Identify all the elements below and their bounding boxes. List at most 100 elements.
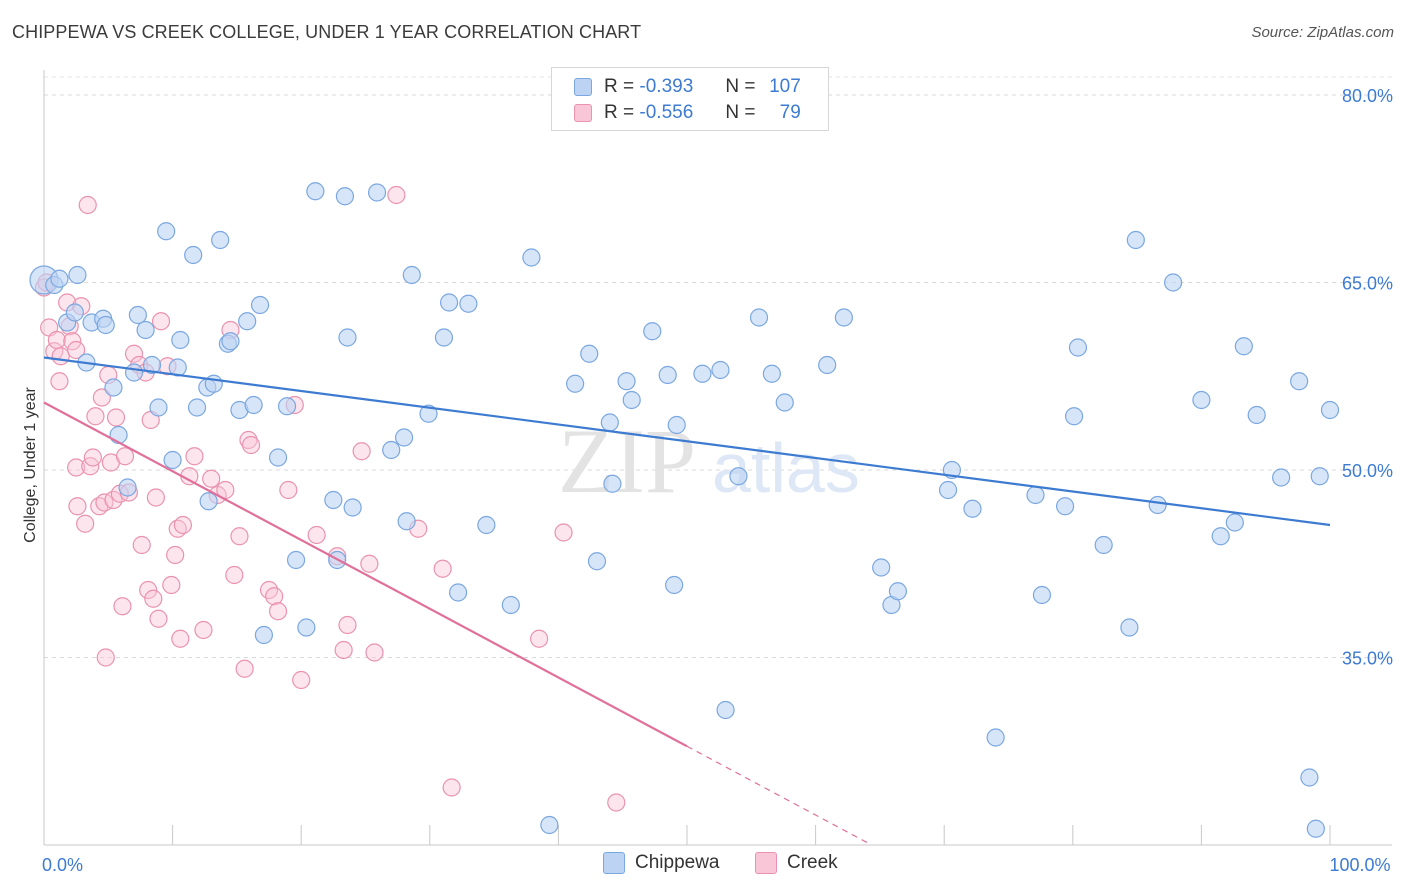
chippewa-point bbox=[693, 364, 712, 383]
y-tick-label: 50.0% bbox=[1342, 461, 1393, 481]
creek-point bbox=[139, 580, 158, 600]
chippewa-point bbox=[335, 187, 355, 206]
chippewa-point bbox=[600, 413, 619, 432]
chippewa-point bbox=[603, 474, 622, 493]
chippewa-point bbox=[211, 230, 230, 250]
chippewa-point bbox=[1068, 338, 1088, 357]
chippewa-point bbox=[1032, 585, 1052, 605]
creek-point bbox=[194, 620, 213, 640]
y-tick-label: 80.0% bbox=[1342, 86, 1393, 106]
chippewa-point bbox=[394, 428, 414, 447]
chippewa-point bbox=[1300, 768, 1319, 787]
creek-point bbox=[365, 643, 384, 662]
creek-point bbox=[173, 515, 192, 535]
chippewa-point bbox=[324, 490, 343, 510]
creek-swatch-icon bbox=[574, 104, 592, 122]
chippewa-point bbox=[402, 265, 421, 285]
chippewa-point bbox=[834, 308, 853, 327]
chippewa-point bbox=[343, 498, 362, 517]
creek-point bbox=[387, 185, 406, 205]
creek-point bbox=[149, 609, 168, 628]
creek-point bbox=[68, 497, 87, 516]
chippewa-swatch-icon bbox=[574, 78, 592, 96]
creek-point bbox=[530, 629, 549, 648]
creek-point bbox=[132, 535, 151, 555]
chippewa-point bbox=[118, 478, 137, 497]
chippewa-point bbox=[1290, 372, 1309, 391]
chippewa-point bbox=[1225, 513, 1244, 532]
creek-point bbox=[113, 597, 132, 616]
chippewa-point bbox=[128, 305, 147, 325]
trend-lines bbox=[43, 356, 1331, 844]
creek-point bbox=[106, 408, 126, 427]
creek-point bbox=[47, 330, 66, 350]
chippewa-legend-icon bbox=[603, 852, 625, 874]
chippewa-point bbox=[419, 404, 438, 423]
chippewa-point bbox=[1094, 535, 1113, 555]
chippewa-point bbox=[199, 492, 218, 511]
chippewa-point bbox=[1120, 618, 1139, 637]
chippewa-point bbox=[439, 293, 459, 312]
chippewa-point bbox=[1126, 230, 1145, 250]
chippewa-point bbox=[711, 360, 730, 380]
chippewa-point bbox=[104, 378, 123, 397]
creek-point bbox=[241, 435, 261, 455]
chippewa-point bbox=[566, 374, 585, 393]
creek-point bbox=[63, 332, 82, 351]
creek-legend-icon bbox=[755, 852, 777, 874]
creek-point bbox=[334, 640, 353, 660]
chippewa-point bbox=[96, 315, 115, 335]
chippewa-point bbox=[338, 328, 357, 347]
chippewa-point bbox=[157, 222, 176, 241]
creek-point bbox=[442, 778, 461, 797]
creek-point bbox=[76, 514, 95, 533]
legend-n-label: N = bbox=[725, 76, 756, 97]
creek-point bbox=[292, 670, 311, 690]
chippewa-point bbox=[872, 558, 891, 577]
bottom-legend-label: Creek bbox=[787, 852, 838, 873]
legend-n-label: N = bbox=[725, 102, 756, 123]
chippewa-point bbox=[1211, 527, 1230, 546]
chippewa-point bbox=[1148, 495, 1167, 515]
creek-point bbox=[279, 480, 298, 500]
chippewa-point bbox=[171, 330, 190, 350]
creek-point bbox=[96, 648, 115, 667]
chippewa-point bbox=[238, 312, 257, 331]
chippewa-point bbox=[250, 295, 270, 315]
creek-point bbox=[225, 565, 244, 585]
creek-point bbox=[235, 659, 254, 678]
chippewa-point bbox=[617, 372, 636, 391]
creek-point bbox=[268, 602, 288, 621]
creek-point bbox=[124, 344, 144, 363]
creek-point bbox=[83, 448, 102, 467]
chippewa-point bbox=[149, 398, 168, 417]
chippewa-point bbox=[254, 625, 274, 645]
chippewa-point bbox=[136, 320, 155, 340]
y-tick-label: 35.0% bbox=[1342, 649, 1393, 669]
chippewa-point bbox=[1272, 468, 1291, 487]
creek-trend-line bbox=[43, 401, 688, 748]
chippewa-point bbox=[306, 182, 325, 201]
creek-point bbox=[554, 523, 573, 542]
chippewa-point bbox=[184, 245, 203, 265]
bottom-legend-chippewa: Chippewa bbox=[603, 852, 720, 874]
chippewa-point bbox=[244, 395, 263, 415]
chippewa-point bbox=[268, 448, 288, 467]
bottom-legend-creek: Creek bbox=[755, 852, 838, 874]
chippewa-point bbox=[667, 415, 686, 435]
chippewa-point bbox=[1192, 390, 1211, 410]
chippewa-point bbox=[459, 294, 478, 313]
chippewa-point bbox=[1310, 467, 1329, 486]
chippewa-point bbox=[1247, 405, 1266, 425]
chippewa-point bbox=[1026, 485, 1045, 505]
chippewa-point bbox=[888, 582, 908, 601]
creek-point bbox=[115, 447, 135, 466]
chippewa-point bbox=[163, 450, 182, 470]
source-credit: Source: ZipAtlas.com bbox=[1251, 24, 1394, 41]
creek-point bbox=[338, 615, 357, 635]
chippewa-point bbox=[540, 815, 559, 835]
chippewa-point bbox=[68, 265, 87, 285]
chippewa-point bbox=[775, 393, 794, 412]
chippewa-point bbox=[587, 552, 607, 571]
